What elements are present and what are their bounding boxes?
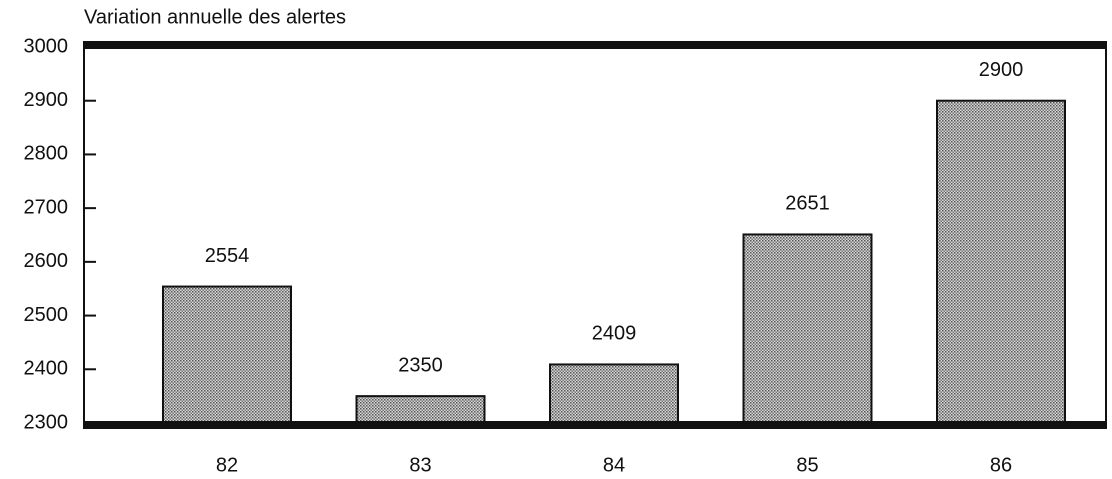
data-label: 2651 — [785, 193, 830, 215]
x-tick-label: 82 — [216, 454, 238, 476]
data-label: 2350 — [398, 354, 443, 376]
data-label: 2409 — [592, 323, 637, 345]
x-tick-label: 86 — [990, 454, 1012, 476]
data-label: 2900 — [979, 59, 1024, 81]
y-tick-label: 2500 — [24, 304, 69, 326]
x-tick-label: 83 — [409, 454, 431, 476]
y-tick-label: 2600 — [24, 250, 69, 272]
y-tick-label: 2900 — [24, 89, 69, 111]
x-tick-label: 85 — [796, 454, 818, 476]
y-tick-label: 2800 — [24, 143, 69, 165]
bar — [355, 395, 486, 424]
chart-title: Variation annuelle des alertes — [84, 6, 346, 28]
y-tick-label: 2400 — [24, 358, 69, 380]
y-tick-label: 3000 — [24, 35, 69, 57]
x-tick-label: 84 — [603, 454, 625, 476]
y-tick-label: 2700 — [24, 196, 69, 218]
bar — [936, 99, 1066, 424]
bar — [742, 233, 873, 424]
bar — [162, 285, 292, 424]
bar — [549, 363, 679, 424]
data-label: 2554 — [205, 245, 250, 267]
y-tick-label: 2300 — [24, 411, 69, 433]
